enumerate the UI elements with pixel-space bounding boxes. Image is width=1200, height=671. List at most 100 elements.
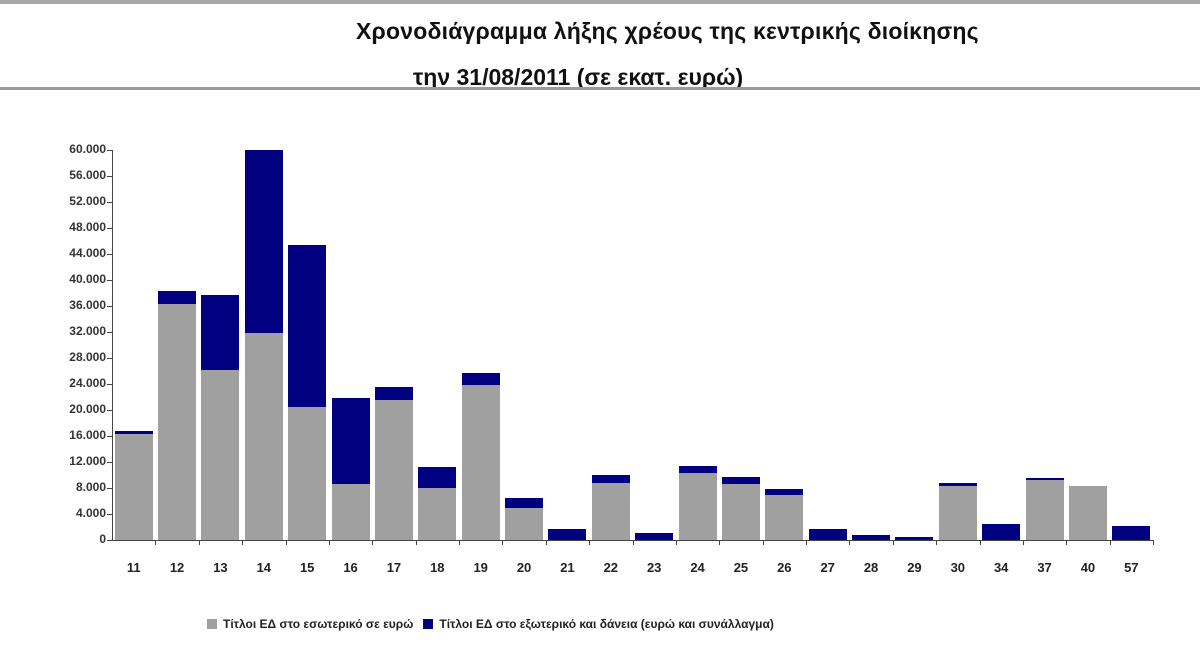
bar-segment-foreign [808,528,847,540]
bar-28 [852,535,891,540]
y-tick-label: 0 [99,532,106,546]
title-box: Χρονοδιάγραμμα λήξης χρέους της κεντρική… [0,4,1200,90]
y-axis [112,150,113,541]
bar-21 [548,528,587,540]
bar-segment-foreign [244,150,283,334]
bar-segment-foreign [678,465,717,474]
bar-16 [331,398,370,540]
x-tick-mark [198,540,200,545]
x-tick-mark [1109,540,1111,545]
x-tick-mark [285,540,287,545]
y-tick-mark [107,540,112,541]
y-tick-mark [107,358,112,359]
y-tick-mark [107,462,112,463]
bar-22 [591,475,630,540]
legend-label-domestic: Τίτλοι ΕΔ στο εσωτερικό σε ευρώ [223,617,414,631]
bar-segment-domestic [244,333,283,540]
top-border [0,0,1200,4]
x-tick-label: 14 [256,560,272,575]
x-tick-mark [415,540,417,545]
y-tick-label: 40.000 [69,272,106,286]
x-tick-mark [242,540,244,545]
legend-swatch-navy [423,619,434,629]
bar-segment-foreign [635,532,674,540]
bar-segment-foreign [982,524,1021,540]
bar-57 [1112,526,1151,540]
x-tick-mark [372,540,374,545]
bar-segment-domestic [765,495,804,540]
x-tick-label: 34 [993,560,1009,575]
bar-segment-foreign [505,497,544,508]
x-tick-label: 40 [1080,560,1096,575]
y-tick-label: 52.000 [69,194,106,208]
x-tick-label: 25 [733,560,749,575]
bar-segment-domestic [721,484,760,540]
x-tick-label: 30 [950,560,966,575]
y-tick-mark [107,488,112,489]
bar-25 [721,476,760,540]
bar-segment-domestic [158,304,197,540]
bar-15 [288,244,327,540]
x-tick-label: 29 [907,560,922,575]
y-tick-label: 4.000 [75,506,106,520]
bar-26 [765,489,804,540]
bar-segment-foreign [158,291,197,305]
bar-segment-domestic [1025,480,1064,540]
x-tick-label: 12 [169,560,185,575]
x-tick-label: 57 [1124,560,1139,575]
x-tick-label: 15 [299,560,315,575]
y-tick-mark [107,150,112,151]
x-tick-mark [545,540,547,545]
bar-37 [1025,478,1064,540]
bar-segment-foreign [938,483,977,487]
x-tick-label: 23 [646,560,662,575]
bar-segment-foreign [114,430,153,435]
bar-segment-foreign [288,244,327,407]
bar-segment-foreign [201,294,240,371]
x-tick-mark [328,540,330,545]
y-tick-label: 56.000 [69,168,106,182]
x-tick-mark [155,540,157,545]
x-tick-mark [762,540,764,545]
x-tick-label: 37 [1037,560,1052,575]
bar-segment-foreign [1025,478,1064,481]
legend-item-domestic: Τίτλοι ΕΔ στο εσωτερικό σε ευρώ [207,617,413,631]
x-tick-mark [1153,540,1154,545]
bar-segment-domestic [114,434,153,540]
x-tick-mark [632,540,634,545]
x-tick-mark [979,540,981,545]
legend-swatch-gray [207,619,217,629]
x-tick-mark [806,540,807,545]
x-tick-label: 13 [213,560,228,575]
y-tick-mark [107,280,112,281]
y-tick-label: 16.000 [69,428,106,442]
y-tick-label: 48.000 [69,220,106,234]
y-tick-label: 36.000 [69,298,106,312]
y-tick-mark [107,384,112,385]
bar-segment-foreign [721,476,760,485]
y-tick-mark [107,306,112,307]
y-tick-mark [107,228,112,229]
bar-segment-domestic [505,507,544,540]
bar-23 [635,532,674,540]
x-tick-mark [1022,540,1024,545]
bar-segment-domestic [374,400,413,540]
x-tick-label: 19 [473,560,488,575]
bar-18 [418,467,457,540]
bar-17 [374,387,413,540]
title-divider [0,87,1200,90]
bar-segment-foreign [374,387,413,401]
x-tick-mark [459,540,460,545]
legend: Τίτλοι ΕΔ στο εσωτερικό σε ευρώ Τίτλοι Ε… [207,617,784,631]
bar-segment-foreign [331,398,370,485]
bar-segment-foreign [895,537,934,540]
bar-40 [1068,486,1107,540]
bar-20 [505,497,544,540]
bar-segment-domestic [288,406,327,540]
x-tick-mark [1066,540,1068,545]
y-tick-mark [107,410,112,411]
bar-segment-domestic [201,370,240,540]
x-tick-mark [502,540,504,545]
y-tick-label: 60.000 [69,142,106,156]
